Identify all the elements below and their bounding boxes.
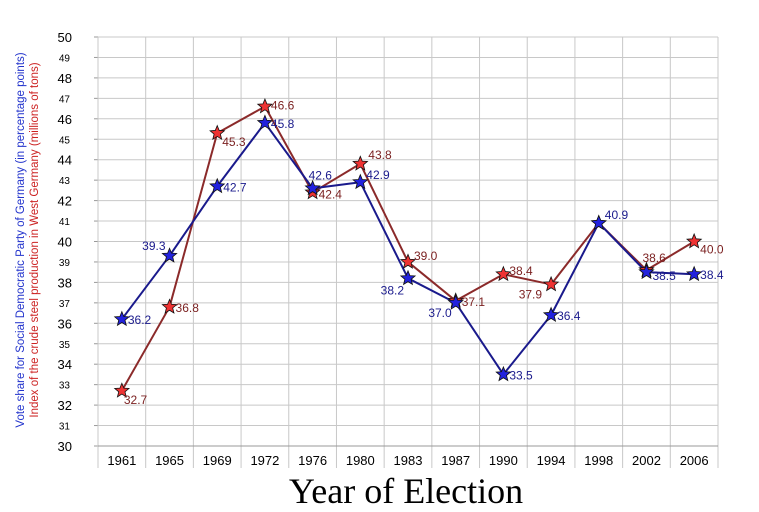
data-point-star	[447, 294, 464, 310]
data-label: 39.3	[142, 239, 166, 253]
data-point-star	[542, 275, 560, 292]
y-tick-label: 36	[58, 316, 72, 331]
data-point-star	[352, 155, 369, 171]
series-lines	[113, 97, 703, 398]
x-tick-label: 1980	[346, 453, 375, 468]
data-label: 42.9	[366, 168, 390, 182]
y-tick-label-minor: 31	[59, 422, 71, 433]
x-tick-label: 1990	[489, 453, 518, 468]
y-tick-label: 46	[58, 112, 72, 127]
y-axis-title-group: Vote share for Social Democratic Party o…	[15, 52, 41, 427]
data-label: 46.6	[271, 99, 295, 113]
data-point-star	[399, 253, 417, 269]
y-axis-title-red: Index of the crude steel production in W…	[29, 62, 41, 417]
data-point-star	[685, 232, 703, 249]
y-tick-label-minor: 41	[59, 217, 71, 228]
y-tick-label-minor: 49	[59, 53, 71, 64]
x-tick-label: 1998	[584, 453, 613, 468]
y-tick-label: 48	[58, 71, 72, 86]
data-point-star	[209, 124, 226, 141]
data-label: 36.8	[176, 301, 200, 315]
data-label: 37.0	[428, 306, 452, 320]
data-label: 39.0	[414, 249, 438, 263]
data-labels: 36.2 39.3 42.7 45.8 42.6 42.9 38.2 37.0 33.5 36.4…	[124, 99, 724, 407]
data-label: 45.8	[271, 117, 295, 131]
y-tick-label: 38	[58, 275, 72, 290]
data-point-star	[256, 114, 274, 130]
data-point-star	[542, 306, 560, 323]
data-label: 37.1	[462, 295, 486, 309]
data-label: 38.5	[652, 269, 676, 283]
x-tick-label: 1976	[298, 453, 327, 468]
data-point-star	[495, 365, 512, 382]
y-tick-label-minor: 43	[59, 176, 71, 187]
data-label: 38.2	[381, 283, 405, 297]
y-tick-label-minor: 37	[59, 299, 71, 310]
x-tick-label: 1972	[250, 453, 279, 468]
data-point-star	[685, 265, 703, 282]
data-point-star	[399, 269, 417, 286]
data-point-star	[113, 382, 131, 398]
x-axis-title: Year of Election	[289, 471, 523, 511]
data-point-star	[161, 298, 178, 314]
x-axis-ticks: 1961 1965 1969 1972 1976 1980 1983 1987 1990 1994…	[107, 453, 708, 468]
data-label: 42.7	[223, 180, 247, 194]
y-tick-label: 44	[58, 153, 72, 168]
x-tick-label: 1994	[537, 453, 566, 468]
y-tick-label-minor: 33	[59, 381, 71, 392]
data-point-star	[495, 265, 512, 282]
data-label: 40.0	[700, 243, 724, 257]
grid	[94, 36, 719, 468]
y-tick-label-minor: 47	[59, 94, 71, 105]
data-point-star	[638, 263, 655, 280]
y-tick-label: 40	[58, 235, 72, 250]
x-tick-label: 1969	[203, 453, 232, 468]
y-tick-label: 50	[58, 30, 72, 45]
data-label: 42.6	[309, 168, 333, 182]
data-label: 42.4	[319, 187, 343, 201]
data-point-star	[113, 310, 131, 327]
data-label: 38.4	[509, 264, 533, 278]
data-label: 43.8	[368, 148, 392, 162]
y-tick-label: 34	[58, 357, 72, 372]
data-point-star	[304, 179, 321, 196]
data-point-star	[352, 173, 369, 190]
y-tick-label: 32	[58, 398, 72, 413]
y-tick-label: 30	[58, 439, 72, 454]
y-axis-ticks: 30 32 34 36 38 40 42 44 46 48 50 31 33 35 37 39 41 43 45 47…	[58, 30, 72, 454]
data-point-star	[209, 177, 226, 194]
data-label: 38.6	[642, 251, 666, 265]
x-tick-label: 1987	[441, 453, 470, 468]
x-tick-label: 1983	[394, 453, 423, 468]
y-tick-label-minor: 45	[59, 135, 71, 146]
x-tick-label: 1961	[107, 453, 136, 468]
data-label: 40.9	[605, 208, 629, 222]
y-tick-label: 42	[58, 194, 72, 209]
x-tick-label: 2002	[632, 453, 661, 468]
data-point-star	[161, 247, 178, 263]
data-label: 33.5	[509, 368, 533, 382]
data-label: 36.2	[128, 313, 152, 327]
data-label: 37.9	[519, 287, 543, 301]
y-tick-label-minor: 35	[59, 340, 71, 351]
data-label: 38.4	[700, 268, 724, 282]
x-tick-label: 2006	[680, 453, 709, 468]
x-tick-label: 1965	[155, 453, 184, 468]
y-axis-title-blue: Vote share for Social Democratic Party o…	[15, 52, 27, 427]
y-tick-label-minor: 39	[59, 258, 71, 269]
data-point-star	[590, 214, 607, 231]
data-label: 32.7	[124, 393, 148, 407]
data-point-star	[256, 97, 274, 114]
data-label: 36.4	[557, 309, 581, 323]
data-label: 45.3	[222, 135, 246, 149]
